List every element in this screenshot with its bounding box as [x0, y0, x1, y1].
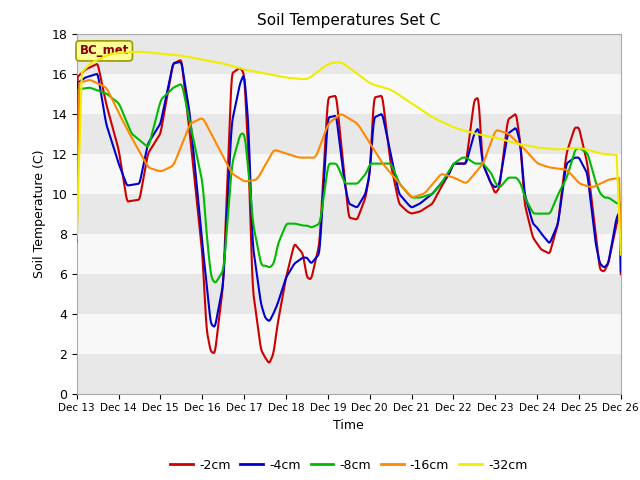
Bar: [77, 234, 621, 274]
Bar: [77, 34, 621, 73]
Bar: [77, 274, 621, 313]
Title: Soil Temperatures Set C: Soil Temperatures Set C: [257, 13, 440, 28]
Bar: [77, 73, 621, 114]
X-axis label: Time: Time: [333, 419, 364, 432]
Legend: -2cm, -4cm, -8cm, -16cm, -32cm: -2cm, -4cm, -8cm, -16cm, -32cm: [165, 454, 532, 477]
Bar: [77, 114, 621, 154]
Bar: [77, 193, 621, 234]
Y-axis label: Soil Temperature (C): Soil Temperature (C): [33, 149, 45, 278]
Bar: [77, 354, 621, 394]
Text: BC_met: BC_met: [79, 44, 129, 58]
Bar: [77, 154, 621, 193]
Bar: [77, 313, 621, 354]
